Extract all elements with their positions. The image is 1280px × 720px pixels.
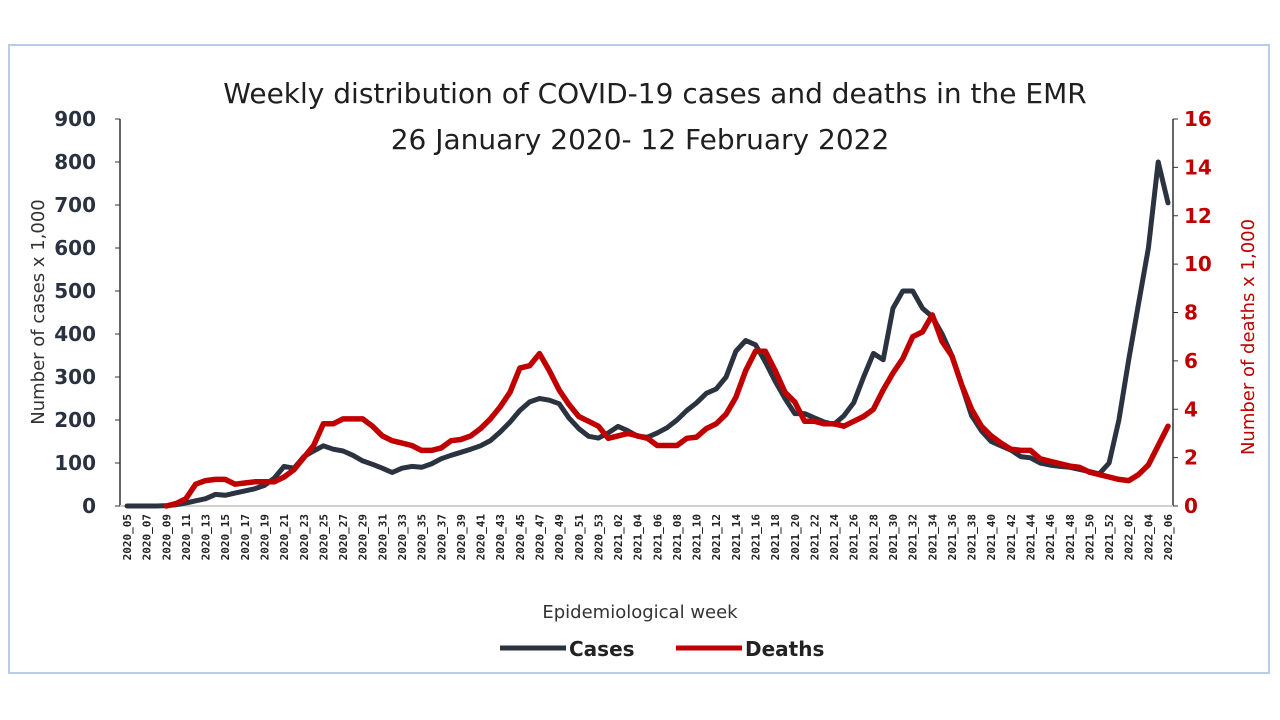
x-tick-label: 2021_30	[887, 514, 900, 560]
x-tick-label: 2021_32	[907, 514, 920, 560]
x-tick-label: 2020_19	[258, 514, 271, 560]
x-tick-label: 2021_52	[1103, 514, 1116, 560]
y-tick-label: 600	[54, 236, 96, 260]
y-tick-label: 300	[54, 365, 96, 389]
x-tick-label: 2021_40	[985, 514, 998, 560]
x-tick-label: 2020_11	[180, 514, 193, 561]
x-tick-label: 2020_53	[592, 514, 605, 560]
y2-tick-label: 14	[1184, 155, 1212, 179]
x-tick-label: 2020_39	[455, 514, 468, 560]
chart-title: Weekly distribution of COVID-19 cases an…	[223, 77, 1086, 110]
x-tick-label: 2020_31	[376, 514, 389, 561]
x-tick-label: 2020_21	[278, 514, 291, 561]
y2-tick-label: 0	[1184, 494, 1198, 518]
x-tick-label: 2021_02	[612, 514, 625, 560]
y-tick-label: 900	[54, 107, 96, 131]
x-tick-label: 2021_44	[1025, 514, 1038, 561]
x-tick-label: 2021_22	[808, 514, 821, 560]
x-tick-label: 2020_33	[396, 514, 409, 560]
x-tick-label: 2021_50	[1083, 514, 1096, 560]
legend-label-cases: Cases	[569, 637, 635, 661]
x-tick-label: 2020_27	[337, 514, 350, 560]
y-tick-label: 800	[54, 150, 96, 174]
x-tick-label: 2020_47	[533, 514, 546, 560]
x-tick-label: 2020_41	[475, 514, 488, 561]
x-tick-label: 2020_09	[160, 514, 173, 560]
chart-frame	[8, 44, 1270, 674]
x-tick-label: 2021_10	[691, 514, 704, 560]
x-tick-label: 2020_25	[317, 514, 330, 560]
x-tick-label: 2020_43	[494, 514, 507, 560]
x-tick-label: 2020_15	[219, 514, 232, 560]
x-tick-label: 2021_14	[730, 514, 743, 561]
y2-tick-label: 4	[1184, 397, 1198, 421]
x-tick-label: 2021_28	[867, 514, 880, 560]
x-tick-label: 2020_05	[121, 514, 134, 560]
x-tick-label: 2021_46	[1044, 514, 1057, 561]
x-tick-label: 2021_34	[926, 514, 939, 561]
y-tick-label: 100	[54, 451, 96, 475]
x-tick-label: 2020_45	[514, 514, 527, 560]
x-axis-label: Epidemiological week	[542, 602, 738, 623]
x-tick-label: 2021_06	[651, 514, 664, 561]
x-tick-label: 2021_38	[966, 514, 979, 560]
x-tick-label: 2021_36	[946, 514, 959, 561]
x-tick-label: 2020_07	[141, 514, 154, 560]
y2-axis-label: Number of deaths x 1,000	[1238, 219, 1259, 455]
y2-tick-label: 16	[1184, 107, 1212, 131]
x-tick-label: 2022_06	[1162, 514, 1175, 561]
legend-label-deaths: Deaths	[745, 637, 824, 661]
x-tick-label: 2020_49	[553, 514, 566, 560]
y2-tick-label: 8	[1184, 301, 1198, 325]
y2-tick-label: 6	[1184, 349, 1198, 373]
x-tick-label: 2020_17	[239, 514, 252, 560]
x-tick-label: 2021_26	[848, 514, 861, 561]
y-tick-label: 400	[54, 322, 96, 346]
y2-tick-label: 2	[1184, 446, 1198, 470]
y-tick-label: 0	[82, 494, 96, 518]
y-tick-label: 200	[54, 408, 96, 432]
x-tick-label: 2021_48	[1064, 514, 1077, 560]
x-tick-label: 2021_24	[828, 514, 841, 561]
x-tick-label: 2021_18	[769, 514, 782, 560]
series-line-cases	[124, 159, 1171, 509]
y-axis-label: Number of cases x 1,000	[28, 199, 49, 424]
y2-tick-label: 10	[1184, 252, 1212, 276]
x-tick-label: 2021_42	[1005, 514, 1018, 560]
x-tick-label: 2021_12	[710, 514, 723, 560]
y-tick-label: 500	[54, 279, 96, 303]
x-tick-label: 2020_13	[200, 514, 213, 560]
y2-tick-label: 12	[1184, 204, 1212, 228]
x-tick-label: 2021_20	[789, 514, 802, 560]
series-line-deaths	[163, 312, 1171, 509]
chart-subtitle: 26 January 2020- 12 February 2022	[391, 123, 890, 156]
legend: Cases Deaths	[500, 637, 824, 661]
x-tick-label: 2020_29	[357, 514, 370, 560]
x-tick-label: 2020_51	[573, 514, 586, 561]
x-tick-label: 2021_16	[750, 514, 763, 561]
x-tick-label: 2020_37	[435, 514, 448, 560]
y-tick-label: 700	[54, 193, 96, 217]
x-tick-label: 2022_02	[1123, 514, 1136, 560]
x-tick-label: 2020_35	[416, 514, 429, 560]
x-tick-label: 2020_23	[298, 514, 311, 560]
x-tick-label: 2022_04	[1142, 514, 1155, 561]
x-tick-label: 2021_08	[671, 514, 684, 560]
x-tick-label: 2021_04	[632, 514, 645, 561]
